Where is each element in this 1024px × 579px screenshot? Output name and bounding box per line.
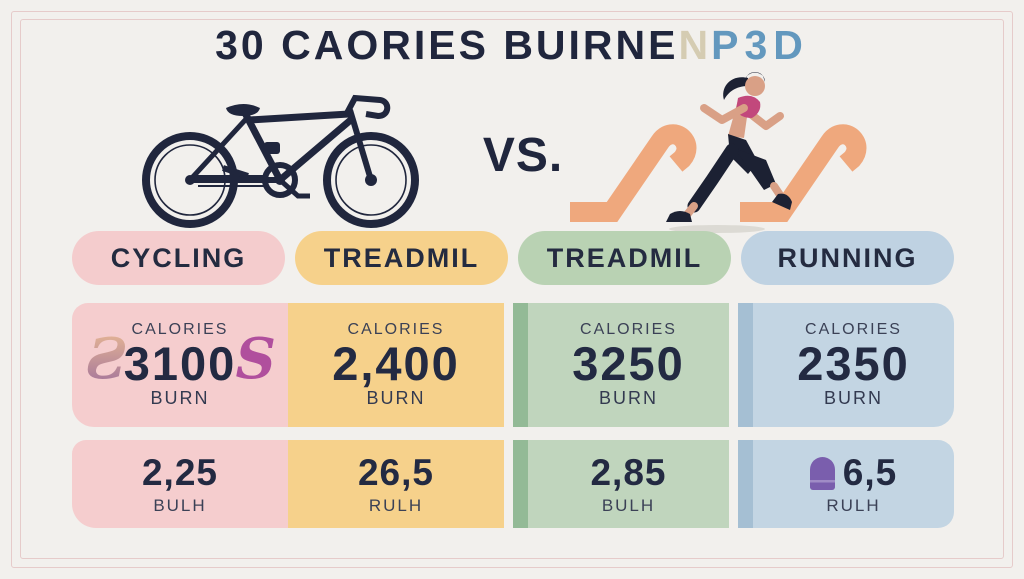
- stat-card-treadmill-2: 2,85 BULH: [513, 440, 729, 528]
- stat-value: 2,85: [590, 452, 667, 493]
- stat-value: 6,5: [842, 452, 898, 493]
- calories-label: CALORIES: [347, 320, 445, 338]
- burn-label: BURN: [823, 388, 883, 409]
- calories-card-treadmill-2: CALORIES 3250 BURN: [513, 303, 729, 427]
- stat-label: BULH: [153, 496, 207, 515]
- calories-value: 3250: [572, 336, 685, 390]
- runner-illustration: [552, 64, 897, 236]
- squiggle-left-icon: Ƨ: [86, 326, 127, 392]
- calories-card-cycling: Ƨ S CALORIES 3100 BURN: [72, 303, 288, 427]
- pill-running: RUNNING: [741, 231, 954, 285]
- card-accent-strip: [738, 440, 753, 528]
- burn-label: BURN: [598, 388, 658, 409]
- page-title: 30 CAORIES BUIRNENP3D: [0, 22, 1024, 69]
- calories-label: CALORIES: [805, 320, 902, 338]
- thimble-marker-icon: [809, 456, 835, 490]
- bicycle-icon: [128, 80, 428, 230]
- stat-label: BULH: [601, 496, 656, 515]
- calories-value: 2,400: [332, 336, 460, 390]
- burn-label: BURN: [150, 388, 210, 409]
- incline-arrow-icon: [570, 124, 867, 222]
- stat-card-cycling: 2,25 BULH: [72, 440, 288, 528]
- vs-label: VS.: [482, 129, 564, 182]
- title-accent-1: N: [678, 22, 712, 68]
- squiggle-right-icon: S: [235, 326, 276, 392]
- card-accent-strip: [513, 303, 528, 427]
- burn-label: BURN: [366, 388, 426, 409]
- secondary-stats-row: 2,25 BULH 26,5 RULH 2,85 BULH 6,5 RULH: [72, 440, 954, 528]
- calories-card-treadmill-1: CALORIES 2,400 BURN: [288, 303, 504, 427]
- stat-label: RULH: [368, 496, 424, 515]
- stat-card-running: 6,5 RULH: [738, 440, 954, 528]
- calories-card-running: CALORIES 2350 BURN: [738, 303, 954, 427]
- calories-value: 2350: [797, 336, 910, 390]
- calories-row: Ƨ S CALORIES 3100 BURN CALORIES 2,400 BU…: [72, 303, 954, 427]
- title-main: 30 CAORIES BUIRNE: [215, 22, 679, 68]
- calories-label: CALORIES: [131, 320, 229, 338]
- calories-value: 3100: [123, 336, 237, 390]
- stat-label: RULH: [826, 496, 881, 515]
- pill-treadmill-1: TREADMIL: [295, 231, 508, 285]
- stat-value: 2,25: [141, 452, 218, 493]
- card-accent-strip: [738, 303, 753, 427]
- running-woman-icon: [666, 72, 792, 222]
- calories-label: CALORIES: [580, 320, 677, 338]
- category-pills-row: CYCLING TREADMIL TREADMIL RUNNING: [72, 231, 954, 285]
- pill-treadmill-2: TREADMIL: [518, 231, 731, 285]
- card-accent-strip: [513, 440, 528, 528]
- stat-value: 26,5: [357, 452, 434, 493]
- pill-cycling: CYCLING: [72, 231, 285, 285]
- stat-card-treadmill-1: 26,5 RULH: [288, 440, 504, 528]
- title-accent-2: P3D: [711, 22, 809, 68]
